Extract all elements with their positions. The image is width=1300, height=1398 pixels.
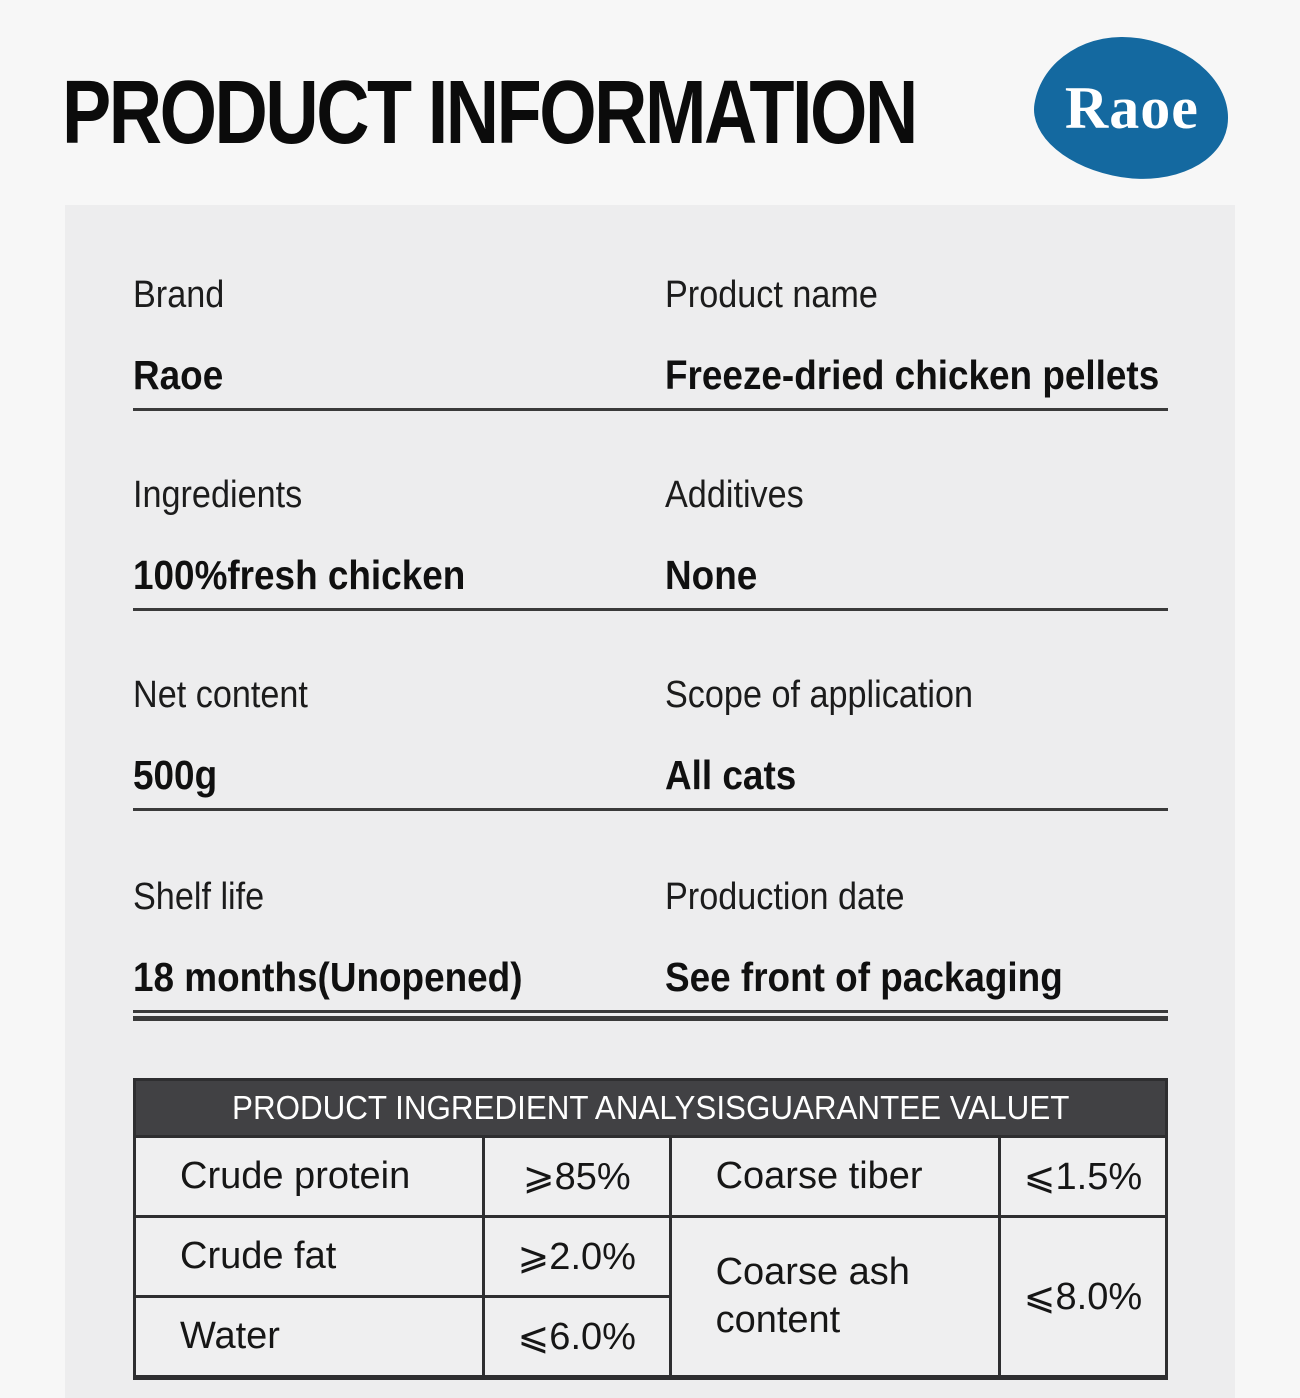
field-label: Shelf life	[133, 876, 265, 918]
row-divider	[133, 408, 1168, 411]
field-shelf-life: Shelf life 18 months(Unopened)	[133, 876, 648, 1000]
field-value: All cats	[665, 752, 797, 798]
field-row-ingredients-additives: Ingredients 100%fresh chicken Additives …	[133, 474, 1168, 674]
field-label: Scope of application	[665, 674, 974, 716]
field-value: None	[665, 552, 758, 598]
field-row-brand-productname: Brand Raoe Product name Freeze-dried chi…	[133, 274, 1168, 474]
table-row: Crude fat ⩾2.0% Coarse ash content ⩽8.0%	[133, 1215, 1169, 1379]
row-divider	[133, 808, 1168, 811]
field-value: Freeze-dried chicken pellets	[665, 352, 1160, 398]
nutrient-name-cell: Crude fat	[133, 1215, 485, 1298]
field-value: See front of packaging	[665, 954, 1063, 1000]
field-value: Raoe	[133, 352, 224, 398]
nutrient-value-cell: ⩾85%	[481, 1135, 672, 1218]
nutrient-value-cell: ⩽8.0%	[997, 1215, 1169, 1379]
field-net-content: Net content 500g	[133, 674, 648, 798]
row-divider	[133, 608, 1168, 611]
table-row: Crude protein ⩾85% Coarse tiber ⩽1.5%	[133, 1135, 1169, 1218]
analysis-table-header-row: PRODUCT INGREDIENT ANALYSISGUARANTEE VAL…	[133, 1078, 1168, 1138]
field-label: Additives	[665, 474, 804, 516]
field-brand: Brand Raoe	[133, 274, 648, 398]
field-value: 100%fresh chicken	[133, 552, 466, 598]
field-scope-of-application: Scope of application All cats	[665, 674, 1180, 798]
field-value: 18 months(Unopened)	[133, 954, 523, 1000]
nutrient-name-cell: Coarse ash content	[668, 1215, 1001, 1379]
ingredient-analysis-table: PRODUCT INGREDIENT ANALYSISGUARANTEE VAL…	[133, 1078, 1169, 1380]
nutrient-value-cell: ⩽1.5%	[997, 1135, 1169, 1218]
brand-logo: Raoe	[1025, 23, 1239, 193]
field-row-shelflife-productiondate: Shelf life 18 months(Unopened) Productio…	[133, 876, 1168, 1076]
nutrient-name-cell: Crude protein	[133, 1135, 485, 1218]
brand-logo-text: Raoe	[1065, 74, 1199, 141]
nutrient-name-cell: Water	[133, 1295, 485, 1379]
product-info-panel: Brand Raoe Product name Freeze-dried chi…	[65, 205, 1235, 1398]
field-product-name: Product name Freeze-dried chicken pellet…	[665, 274, 1180, 398]
double-divider	[133, 1010, 1168, 1021]
field-label: Production date	[665, 876, 905, 918]
table-row: Water ⩽6.0%	[133, 1295, 1167, 1379]
nutrient-value-cell: ⩽6.0%	[481, 1295, 672, 1379]
field-additives: Additives None	[665, 474, 1180, 598]
field-label: Ingredients	[133, 474, 303, 516]
page-title: PRODUCT INFORMATION	[62, 63, 918, 163]
field-production-date: Production date See front of packaging	[665, 876, 1180, 1000]
analysis-table-title: PRODUCT INGREDIENT ANALYSISGUARANTEE VAL…	[133, 1078, 1168, 1138]
field-row-netcontent-scope: Net content 500g Scope of application Al…	[133, 674, 1168, 874]
field-value: 500g	[133, 752, 218, 798]
field-label: Net content	[133, 674, 308, 716]
nutrient-value-cell: ⩾2.0%	[481, 1215, 672, 1298]
field-label: Product name	[665, 274, 878, 316]
field-ingredients: Ingredients 100%fresh chicken	[133, 474, 648, 598]
field-label: Brand	[133, 274, 225, 316]
nutrient-name-cell: Coarse tiber	[668, 1135, 1001, 1218]
